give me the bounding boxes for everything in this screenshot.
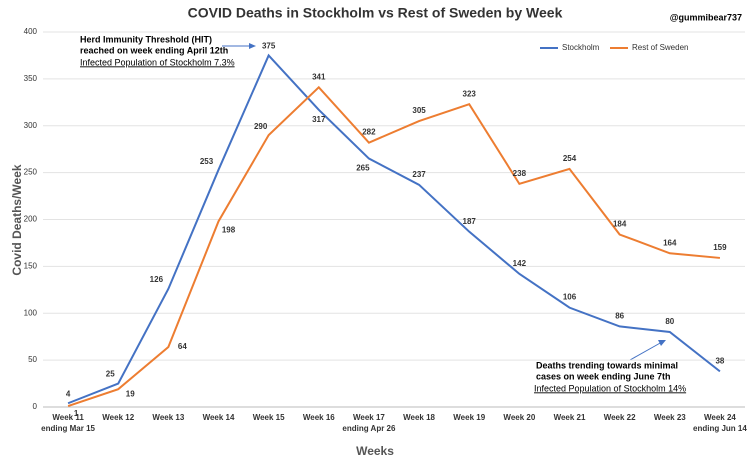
annotation-text: Herd Immunity Threshold (HIT)	[80, 34, 212, 44]
y-tick-label: 50	[28, 355, 37, 364]
x-tick-label: Week 19	[453, 413, 485, 422]
x-tick-label: Week 14	[203, 413, 235, 422]
handle: @gummibear737	[670, 12, 742, 22]
data-label: 198	[222, 225, 236, 234]
annotation-text: Infected Population of Stockholm 14%	[534, 383, 686, 393]
legend-label: Stockholm	[562, 43, 600, 52]
data-label: 25	[106, 370, 115, 379]
y-tick-label: 100	[24, 308, 38, 317]
series-line	[67, 85, 721, 408]
x-tick-label: Week 21	[554, 413, 586, 422]
annotation: Herd Immunity Threshold (HIT) reached on…	[80, 34, 256, 67]
data-label: 142	[513, 259, 527, 268]
data-label: 323	[463, 89, 477, 98]
chart-title: COVID Deaths in Stockholm vs Rest of Swe…	[188, 5, 563, 21]
data-label: 375	[262, 42, 276, 51]
x-tick-label: Week 23	[654, 413, 686, 422]
y-tick-label: 0	[33, 402, 38, 411]
y-axis-label: Covid Deaths/Week	[10, 164, 24, 275]
data-label: 86	[615, 311, 624, 320]
annotation-text: reached on week ending April 12th	[80, 45, 228, 55]
data-label: 159	[713, 243, 727, 252]
y-tick-label: 200	[24, 215, 38, 224]
y-tick-label: 250	[24, 168, 38, 177]
x-tick-sublabel: ending Jun 14	[693, 424, 747, 433]
data-label: 282	[362, 128, 376, 137]
data-label: 305	[412, 106, 426, 115]
data-label: 184	[613, 220, 627, 229]
data-label: 4	[66, 389, 71, 398]
data-label: 106	[563, 293, 577, 302]
data-label: 164	[663, 238, 677, 247]
data-label: 126	[150, 275, 164, 284]
annotation-text: Infected Population of Stockholm 7.3%	[80, 57, 235, 67]
data-label: 238	[513, 169, 527, 178]
x-tick-label: Week 22	[604, 413, 636, 422]
x-tick-sublabel: ending Mar 15	[41, 424, 95, 433]
x-tick-label: Week 17	[353, 413, 385, 422]
annotation: Deaths trending towards minimal cases on…	[534, 340, 686, 393]
arrow-head	[658, 340, 666, 346]
data-label: 265	[356, 164, 370, 173]
data-label: 317	[312, 115, 326, 124]
y-tick-label: 350	[24, 74, 38, 83]
annotation-text: Deaths trending towards minimal	[536, 360, 678, 370]
x-tick-sublabel: ending Apr 26	[342, 424, 396, 433]
x-tick-label: Week 18	[403, 413, 435, 422]
x-tick-label: Week 20	[503, 413, 535, 422]
data-label: 64	[178, 342, 187, 351]
arrow-head	[249, 43, 256, 49]
x-axis-label: Weeks	[356, 444, 394, 458]
y-tick-label: 400	[24, 27, 38, 36]
x-tick-label: Week 13	[152, 413, 184, 422]
legend-label: Rest of Sweden	[632, 43, 688, 52]
data-label: 187	[463, 217, 477, 226]
data-label: 341	[312, 72, 326, 81]
x-tick-label: Week 15	[253, 413, 285, 422]
x-tick-label: Week 24	[704, 413, 736, 422]
x-tick-label: Week 11	[52, 413, 84, 422]
series-line	[67, 53, 721, 405]
data-label: 19	[126, 389, 135, 398]
data-label: 253	[200, 157, 214, 166]
data-label: 290	[254, 122, 268, 131]
y-tick-label: 300	[24, 121, 38, 130]
data-label: 80	[665, 317, 674, 326]
x-tick-label: Week 16	[303, 413, 335, 422]
x-tick-label: Week 12	[102, 413, 134, 422]
arrow	[629, 341, 663, 361]
data-label: 237	[412, 170, 426, 179]
data-label: 1	[74, 409, 79, 418]
data-label: 38	[715, 356, 724, 365]
annotation-text: cases on week ending June 7th	[536, 371, 671, 381]
y-tick-label: 150	[24, 261, 38, 270]
data-label: 254	[563, 154, 577, 163]
